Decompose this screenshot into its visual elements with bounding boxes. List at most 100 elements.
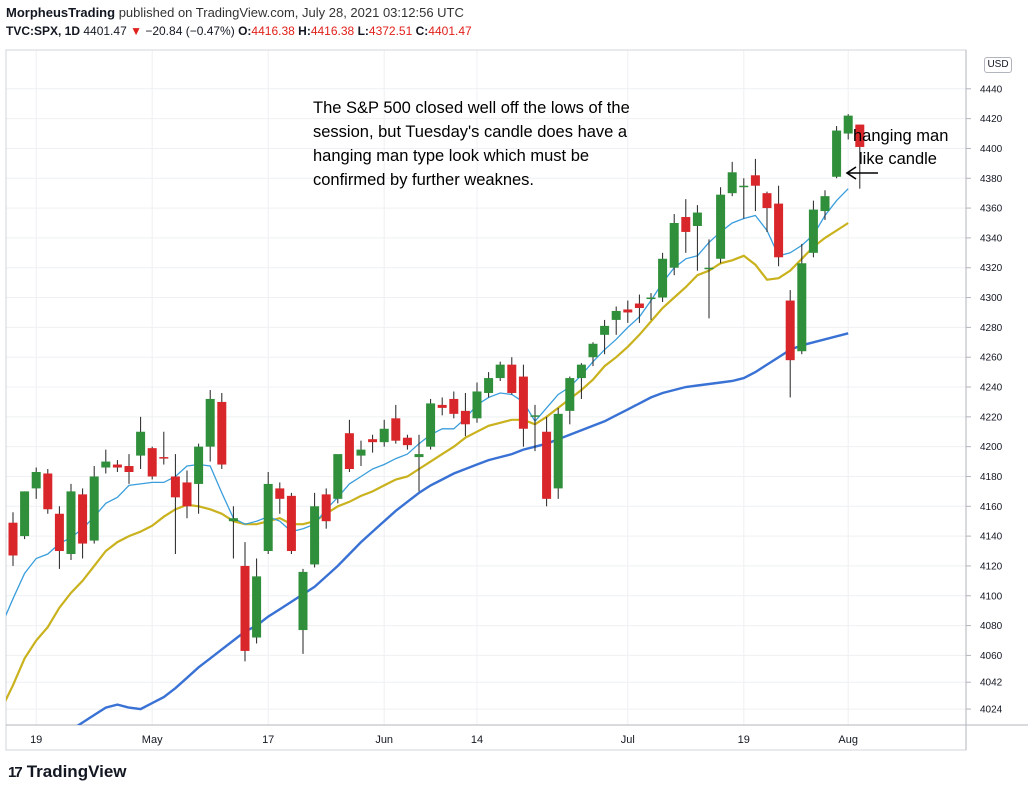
y-tick-label: 4120 (980, 561, 1003, 572)
candle-body (159, 457, 169, 459)
candle-body (797, 263, 807, 352)
candle-body (182, 482, 192, 507)
x-tick-label: 14 (471, 734, 483, 746)
y-tick-label: 4042 (980, 678, 1003, 689)
candle-body (333, 454, 343, 499)
change-value: −20.84 (−0.47%) (145, 24, 235, 38)
candle-body (170, 476, 180, 498)
note-line: The S&P 500 closed well off the lows of … (313, 99, 630, 117)
publisher-name[interactable]: MorpheusTrading (6, 5, 116, 20)
candle-body (379, 428, 389, 443)
candle-body (78, 494, 88, 544)
candle (112, 460, 122, 472)
candle (855, 124, 865, 189)
candle (774, 185, 784, 267)
candle-body (275, 488, 285, 499)
candle-body (611, 310, 621, 320)
candle (646, 293, 656, 320)
annotations: The S&P 500 closed well off the lows of … (313, 99, 948, 189)
candle-body (124, 466, 134, 472)
candle (54, 506, 64, 569)
candle (391, 404, 401, 444)
candle (658, 252, 668, 303)
candle-body (658, 258, 668, 298)
y-tick-label: 4024 (980, 705, 1003, 716)
y-tick-label: 4400 (980, 144, 1003, 155)
candle (820, 190, 830, 221)
y-tick-label: 4060 (980, 651, 1003, 662)
note-line: confirmed by further weaknes. (313, 171, 534, 189)
candle (159, 431, 169, 465)
y-tick-label: 4160 (980, 502, 1003, 513)
candle (182, 470, 192, 519)
currency-badge[interactable]: USD (984, 57, 1012, 73)
candle (716, 187, 726, 264)
candle (832, 126, 842, 179)
symbol-label[interactable]: TVC:SPX, 1D (6, 24, 81, 38)
label-line: hanging man (853, 127, 948, 145)
candle-body (623, 309, 633, 313)
candle (739, 178, 749, 219)
candle (310, 492, 320, 568)
candle-body (808, 209, 818, 253)
candle-body (646, 297, 656, 300)
y-tick-label: 4360 (980, 204, 1003, 215)
price-axis: 4024 4042 4060 4080 4100 4120 4140 4160 4180 4200… (966, 84, 1003, 716)
candle-body (356, 449, 366, 456)
candle-body (762, 193, 772, 209)
candle-body (774, 203, 784, 258)
y-tick-label: 4140 (980, 532, 1003, 543)
low-value: 4372.51 (368, 24, 413, 38)
candle (484, 372, 494, 398)
candle (495, 361, 505, 382)
candle-body (240, 565, 250, 651)
candle-body (449, 398, 459, 414)
open-label: O: (238, 24, 252, 38)
candle-body (147, 448, 157, 477)
candle (414, 434, 424, 492)
candle (8, 512, 18, 566)
candle-body (310, 506, 320, 565)
y-tick-label: 4180 (980, 472, 1003, 483)
candles (8, 114, 865, 662)
candle-body (692, 212, 702, 226)
change-arrow-icon: ▼ (130, 24, 142, 38)
y-tick-label: 4200 (980, 442, 1003, 453)
candle (762, 191, 772, 232)
candle (437, 397, 447, 416)
candle-body (136, 431, 146, 456)
candle-body (217, 401, 227, 465)
y-tick-label: 4280 (980, 323, 1003, 334)
price-chart[interactable]: 4024 4042 4060 4080 4100 4120 4140 4160 4180 4200… (0, 0, 1034, 760)
x-tick-label: Jul (621, 734, 635, 746)
ohlc-legend: TVC:SPX, 1D 4401.47 ▼ −20.84 (−0.47%) O:… (6, 22, 472, 40)
candle-body (669, 222, 679, 268)
candle-body (739, 185, 749, 188)
candle (89, 466, 99, 544)
candle (843, 114, 853, 140)
candle (333, 454, 343, 504)
ma-slow-line (76, 332, 849, 725)
candle (124, 454, 134, 484)
y-tick-label: 4260 (980, 353, 1003, 364)
candle-body (298, 571, 308, 631)
candle (240, 542, 250, 662)
candle (286, 492, 296, 555)
candle (263, 471, 273, 555)
candle-body (43, 473, 53, 510)
candle (101, 449, 111, 474)
candle (565, 376, 575, 425)
candle (449, 391, 459, 419)
candle (634, 294, 644, 323)
candle (368, 434, 378, 453)
candle-body (634, 303, 644, 308)
candle-body (101, 461, 111, 468)
candle (275, 482, 285, 514)
ma-mid-line (6, 222, 849, 703)
candle (785, 290, 795, 398)
tradingview-logo-icon: 17 (8, 763, 23, 781)
tradingview-logo[interactable]: 17 TradingView (8, 762, 127, 782)
candle (576, 363, 586, 399)
candle (542, 416, 552, 507)
y-tick-label: 4340 (980, 233, 1003, 244)
